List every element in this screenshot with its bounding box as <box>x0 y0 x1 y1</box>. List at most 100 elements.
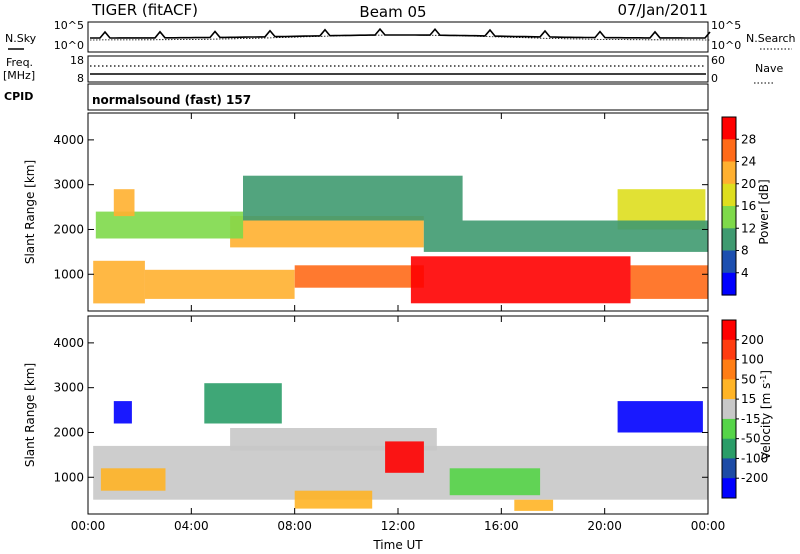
nave-tick-top: 60 <box>711 54 725 67</box>
cpid-panel: CPID normalsound (fast) 157 <box>4 83 709 111</box>
radar-title: TIGER (fitACF) <box>91 1 198 19</box>
nsky-frame <box>87 21 709 53</box>
nsky-tick-top: 10^5 <box>54 19 84 32</box>
echo-region <box>423 220 708 252</box>
power-ylabel: Slant Range [km] <box>23 160 37 264</box>
colorbar-tick-label: -100 <box>741 451 768 465</box>
power-axes: 1000 2000 3000 4000 <box>53 113 709 311</box>
velocity-colorbar: 200 100 50 15 -15 -50 -100 -200 <box>721 319 768 499</box>
date-title: 07/Jan/2011 <box>618 1 709 19</box>
y-tick-label: 2000 <box>53 425 84 439</box>
colorbar-tick-label: -15 <box>741 412 761 426</box>
echo-region <box>294 490 373 509</box>
colorbar-swatch <box>722 320 736 341</box>
y-tick-label: 1000 <box>53 470 84 484</box>
nave-label: Nave <box>755 62 783 75</box>
echo-region <box>514 499 554 511</box>
echo-region <box>617 401 703 433</box>
colorbar-tick-label: 12 <box>741 221 756 235</box>
nave-tick-bottom: 0 <box>711 72 718 85</box>
x-tick-label: 00:00 <box>691 519 726 533</box>
colorbar-swatch <box>722 458 736 479</box>
velocity-axes: 00:00 04:00 08:00 12:00 16:00 20:00 00:00 1000 2… <box>53 316 725 533</box>
echo-region <box>113 401 132 424</box>
x-tick-label: 00:00 <box>71 519 106 533</box>
colorbar-frame <box>721 319 737 499</box>
nsky-series <box>90 27 711 39</box>
colorbar-tick-label: -50 <box>741 432 761 446</box>
x-tick-label: 12:00 <box>381 519 416 533</box>
power-panel: 1000 2000 3000 4000 Slant Range [km] 28 24 20… <box>23 112 771 312</box>
echo-region <box>385 441 424 473</box>
freq-frame <box>87 55 709 83</box>
colorbar-swatch <box>722 359 736 380</box>
colorbar-swatch <box>722 418 736 440</box>
colorbar-swatch <box>722 379 736 400</box>
y-tick-label: 3000 <box>53 381 84 395</box>
cpid-value: normalsound (fast) 157 <box>92 93 251 107</box>
freq-tick-bottom: 8 <box>77 72 84 85</box>
velocity-echoes <box>93 383 708 511</box>
echo-region <box>630 265 708 299</box>
colorbar-swatch <box>722 399 736 420</box>
x-tick-label: 08:00 <box>277 519 312 533</box>
velocity-ylabel: Slant Range [km] <box>23 363 37 467</box>
freq-label-1: Freq. <box>6 56 33 69</box>
x-tick-label: 20:00 <box>587 519 622 533</box>
cpid-label: CPID <box>4 90 33 103</box>
time-axis-label: Time UT <box>372 538 423 552</box>
power-cbar-label: Power [dB] <box>757 179 771 244</box>
beam-title: Beam 05 <box>359 3 426 21</box>
colorbar-swatch <box>722 339 736 361</box>
cpid-frame <box>87 83 709 111</box>
colorbar-tick-label: 16 <box>741 199 756 213</box>
colorbar-swatch <box>722 161 736 185</box>
colorbar-tick-label: 20 <box>741 177 756 191</box>
colorbar-tick-label: 100 <box>741 353 764 367</box>
colorbar-tick-label: 8 <box>741 244 749 258</box>
echo-region <box>294 265 424 288</box>
colorbar-tick-label: 24 <box>741 155 756 169</box>
colorbar-tick-label: 50 <box>741 372 756 386</box>
x-tick-label: 04:00 <box>174 519 209 533</box>
colorbar-swatch <box>722 250 736 274</box>
velocity-cbar-label: Velocity [m s-1] <box>759 370 773 460</box>
echo-region <box>100 468 166 491</box>
colorbar-swatch <box>722 228 736 252</box>
colorbar-swatch <box>722 438 736 459</box>
nsky-label: N.Sky <box>5 32 37 45</box>
velocity-panel: 00:00 04:00 08:00 12:00 16:00 20:00 00:00 1000 2… <box>23 315 773 552</box>
colorbar-tick-label: 15 <box>741 392 756 406</box>
colorbar-tick-label: 28 <box>741 132 756 146</box>
colorbar-swatch <box>722 139 736 163</box>
power-colorbar: 28 24 20 16 12 8 4 <box>721 116 756 296</box>
y-tick-label: 2000 <box>53 222 84 236</box>
echo-region <box>449 468 541 496</box>
freq-tick-top: 18 <box>70 54 84 67</box>
echo-region <box>113 189 135 217</box>
colorbar-tick-label: 4 <box>741 266 749 280</box>
nsearch-tick-bottom: 10^0 <box>711 39 741 52</box>
x-tick-label: 16:00 <box>484 519 519 533</box>
colorbar-swatch <box>722 272 736 296</box>
y-tick-label: 4000 <box>53 336 84 350</box>
y-tick-label: 3000 <box>53 178 84 192</box>
freq-panel: Freq. [MHz] 18 8 60 0 Nave <box>3 54 783 85</box>
nsearch-tick-top: 10^5 <box>711 19 741 32</box>
echo-region <box>230 216 424 248</box>
nsearch-label: N.Search <box>746 32 796 45</box>
nsearch-series <box>90 34 710 41</box>
echo-region <box>243 175 463 221</box>
colorbar-tick-label: 200 <box>741 333 764 347</box>
power-echoes <box>93 175 708 304</box>
freq-label-2: [MHz] <box>3 69 35 82</box>
colorbar-swatch <box>722 183 736 207</box>
echo-region <box>204 383 282 424</box>
nsky-tick-bottom: 10^0 <box>54 39 84 52</box>
echo-region <box>93 260 145 304</box>
colorbar-tick-label: -200 <box>741 471 768 485</box>
y-tick-label: 1000 <box>53 267 84 281</box>
colorbar-swatch <box>722 206 736 229</box>
colorbar-swatch <box>722 117 736 140</box>
